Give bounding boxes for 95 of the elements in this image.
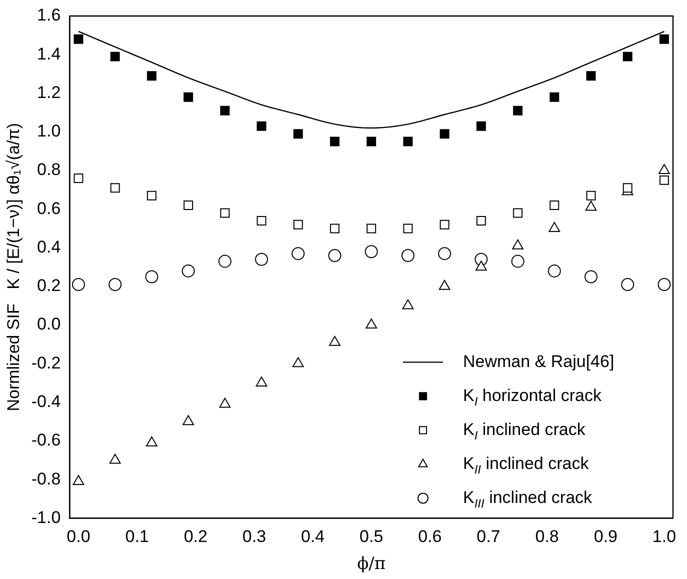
point [292,247,305,260]
point [110,52,120,62]
point [548,222,560,232]
point [621,278,634,291]
point [328,249,342,262]
y-tick-label: 0.6 [37,198,61,218]
point [440,220,450,230]
point [146,71,156,81]
point [476,121,486,131]
x-tick-label: 0.9 [594,527,618,546]
point [256,216,266,226]
y-tick-label: -0.4 [31,392,61,411]
legend-label: Newman & Raju[46] [463,352,614,371]
point [658,278,671,291]
x-tick-label: 0.4 [300,527,325,546]
x-tick-label: 0.5 [360,527,384,546]
y-tick-label: -0.8 [31,469,61,488]
x-tick-label: 0.6 [418,527,442,546]
point [403,136,413,146]
point [659,175,669,185]
point [438,280,450,290]
x-tick-label: 0.1 [125,527,149,546]
point [550,200,560,210]
point [108,278,122,291]
point [184,200,194,210]
y-tick-label: 0.8 [37,160,61,180]
point [184,92,194,102]
point [293,220,303,230]
point [511,254,524,268]
point [146,436,158,446]
point [622,183,632,193]
point [74,34,84,44]
point [476,216,486,226]
point [366,136,376,146]
point [182,415,194,426]
x-tick-label: 0.8 [535,527,559,546]
point [584,270,598,284]
point [72,278,85,291]
point [220,208,230,218]
point [550,92,560,102]
point [364,245,378,258]
point [402,299,414,310]
point [403,224,413,234]
point [658,164,670,174]
x-tick-label: 0.7 [476,527,500,546]
point [109,454,121,464]
point [218,254,232,268]
point [366,318,378,329]
point [401,249,414,262]
y-tick-label: 1.0 [37,122,61,141]
x-tick-label: 0.2 [184,527,208,546]
point [585,200,597,211]
point [146,190,156,200]
point [513,208,523,218]
point [586,190,596,200]
point [256,376,268,386]
point [293,129,303,139]
point [330,136,340,146]
point [255,252,268,266]
y-axis-title: Normlized SIF K / [E/(1−ν)] αθ₁√(a/π) [4,122,23,412]
y-tick-label: -1.0 [31,508,61,527]
y-tick-label: 0.2 [37,276,61,296]
point [329,336,340,346]
point [219,398,231,408]
y-tick-label: 1.4 [37,44,61,64]
point [110,183,120,193]
point [182,264,195,278]
y-tick-label: -0.2 [31,353,61,372]
x-tick-label: 0.0 [66,527,90,546]
point [145,270,158,284]
point [72,475,84,485]
x-tick-label: 1.0 [652,527,676,546]
point [74,174,84,183]
point [366,224,376,234]
point [330,224,340,234]
y-tick-label: 0.0 [37,314,61,334]
point [438,247,452,260]
y-tick-label: -0.6 [31,430,61,450]
line-series [78,30,665,129]
x-axis-title: ϕ/π [357,554,386,574]
point [292,357,304,368]
point [512,239,524,250]
point [256,121,266,131]
point [220,106,230,116]
y-tick-label: 1.2 [37,82,61,102]
point [622,52,632,62]
point [586,71,596,81]
point [440,129,450,139]
x-tick-label: 0.3 [242,527,266,546]
y-tick-label: 0.4 [37,237,61,256]
point [548,264,561,278]
point [659,34,669,44]
point [513,106,523,116]
point [475,260,487,271]
y-tick-label: 1.6 [37,6,61,25]
